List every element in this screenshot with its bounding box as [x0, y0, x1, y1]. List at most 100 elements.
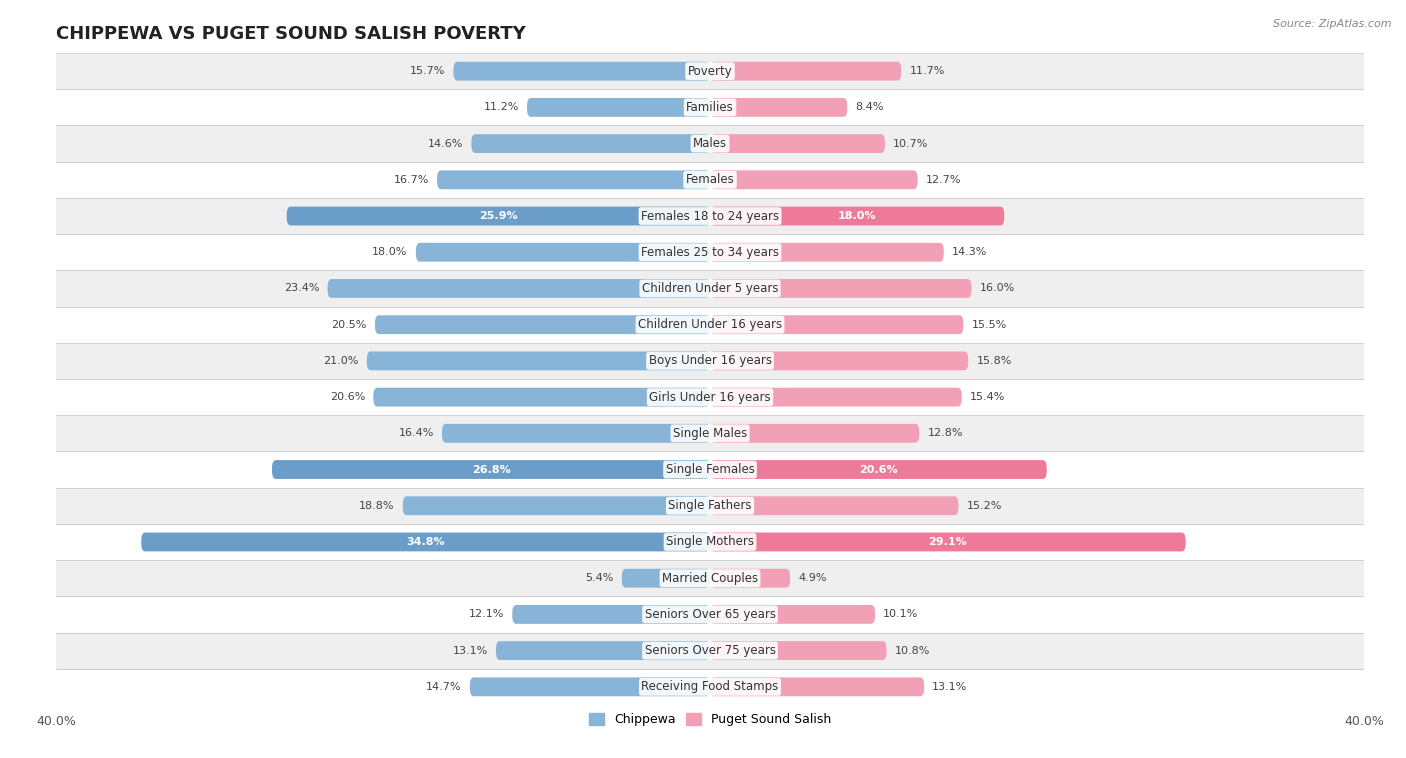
FancyBboxPatch shape	[710, 98, 848, 117]
FancyBboxPatch shape	[710, 134, 884, 153]
Text: Single Mothers: Single Mothers	[666, 535, 754, 549]
Text: Boys Under 16 years: Boys Under 16 years	[648, 355, 772, 368]
Text: 12.7%: 12.7%	[925, 175, 962, 185]
FancyBboxPatch shape	[402, 496, 710, 515]
FancyBboxPatch shape	[470, 678, 710, 697]
Legend: Chippewa, Puget Sound Salish: Chippewa, Puget Sound Salish	[583, 708, 837, 731]
Text: 14.7%: 14.7%	[426, 682, 461, 692]
FancyBboxPatch shape	[496, 641, 710, 660]
Text: 18.0%: 18.0%	[373, 247, 408, 257]
Text: 12.1%: 12.1%	[468, 609, 505, 619]
FancyBboxPatch shape	[512, 605, 710, 624]
Bar	[56, 53, 1364, 89]
FancyBboxPatch shape	[710, 315, 963, 334]
Text: 20.5%: 20.5%	[332, 320, 367, 330]
Text: 16.0%: 16.0%	[980, 283, 1015, 293]
Text: Seniors Over 65 years: Seniors Over 65 years	[644, 608, 776, 621]
FancyBboxPatch shape	[328, 279, 710, 298]
FancyBboxPatch shape	[710, 387, 962, 406]
Text: 10.1%: 10.1%	[883, 609, 918, 619]
Text: 20.6%: 20.6%	[859, 465, 897, 475]
FancyBboxPatch shape	[710, 243, 943, 262]
Text: 15.4%: 15.4%	[970, 392, 1005, 402]
Text: Single Males: Single Males	[673, 427, 747, 440]
FancyBboxPatch shape	[141, 533, 710, 551]
Text: 8.4%: 8.4%	[855, 102, 884, 112]
Text: 15.2%: 15.2%	[967, 501, 1002, 511]
Text: 13.1%: 13.1%	[453, 646, 488, 656]
FancyBboxPatch shape	[471, 134, 710, 153]
Text: 34.8%: 34.8%	[406, 537, 444, 547]
Text: Single Females: Single Females	[665, 463, 755, 476]
FancyBboxPatch shape	[710, 496, 959, 515]
FancyBboxPatch shape	[271, 460, 710, 479]
Text: 10.7%: 10.7%	[893, 139, 928, 149]
FancyBboxPatch shape	[710, 424, 920, 443]
Text: 10.8%: 10.8%	[894, 646, 931, 656]
FancyBboxPatch shape	[416, 243, 710, 262]
Text: Married Couples: Married Couples	[662, 572, 758, 584]
FancyBboxPatch shape	[441, 424, 710, 443]
FancyBboxPatch shape	[710, 352, 969, 371]
Text: 25.9%: 25.9%	[479, 211, 517, 221]
FancyBboxPatch shape	[710, 171, 918, 190]
Text: 11.7%: 11.7%	[910, 66, 945, 76]
FancyBboxPatch shape	[710, 279, 972, 298]
FancyBboxPatch shape	[453, 61, 710, 80]
Text: 11.2%: 11.2%	[484, 102, 519, 112]
Text: 18.0%: 18.0%	[838, 211, 876, 221]
FancyBboxPatch shape	[710, 61, 901, 80]
Text: 21.0%: 21.0%	[323, 356, 359, 366]
Text: Females 18 to 24 years: Females 18 to 24 years	[641, 209, 779, 223]
FancyBboxPatch shape	[710, 641, 887, 660]
FancyBboxPatch shape	[710, 568, 790, 587]
Bar	[56, 560, 1364, 597]
Text: 16.4%: 16.4%	[398, 428, 434, 438]
Text: Families: Families	[686, 101, 734, 114]
Text: Children Under 5 years: Children Under 5 years	[641, 282, 779, 295]
Text: 15.8%: 15.8%	[976, 356, 1012, 366]
FancyBboxPatch shape	[437, 171, 710, 190]
Bar	[56, 271, 1364, 306]
Text: Girls Under 16 years: Girls Under 16 years	[650, 390, 770, 403]
FancyBboxPatch shape	[374, 387, 710, 406]
Text: 13.1%: 13.1%	[932, 682, 967, 692]
Text: 14.3%: 14.3%	[952, 247, 987, 257]
Text: 29.1%: 29.1%	[928, 537, 967, 547]
FancyBboxPatch shape	[710, 533, 1185, 551]
Text: 18.8%: 18.8%	[359, 501, 395, 511]
FancyBboxPatch shape	[621, 568, 710, 587]
Text: 16.7%: 16.7%	[394, 175, 429, 185]
FancyBboxPatch shape	[375, 315, 710, 334]
Text: 5.4%: 5.4%	[585, 573, 613, 583]
Bar	[56, 632, 1364, 669]
Text: Males: Males	[693, 137, 727, 150]
Bar	[56, 126, 1364, 161]
Text: 15.7%: 15.7%	[411, 66, 446, 76]
FancyBboxPatch shape	[287, 207, 710, 225]
Text: Receiving Food Stamps: Receiving Food Stamps	[641, 681, 779, 694]
FancyBboxPatch shape	[367, 352, 710, 371]
Text: 12.8%: 12.8%	[928, 428, 963, 438]
Text: CHIPPEWA VS PUGET SOUND SALISH POVERTY: CHIPPEWA VS PUGET SOUND SALISH POVERTY	[56, 25, 526, 43]
Text: Females: Females	[686, 174, 734, 186]
Text: Children Under 16 years: Children Under 16 years	[638, 318, 782, 331]
Text: 23.4%: 23.4%	[284, 283, 319, 293]
Text: 20.6%: 20.6%	[330, 392, 366, 402]
Text: Females 25 to 34 years: Females 25 to 34 years	[641, 246, 779, 258]
FancyBboxPatch shape	[710, 605, 875, 624]
Text: 26.8%: 26.8%	[471, 465, 510, 475]
FancyBboxPatch shape	[710, 460, 1046, 479]
Bar	[56, 198, 1364, 234]
Text: Seniors Over 75 years: Seniors Over 75 years	[644, 644, 776, 657]
Bar	[56, 343, 1364, 379]
Bar	[56, 415, 1364, 452]
FancyBboxPatch shape	[527, 98, 710, 117]
FancyBboxPatch shape	[710, 678, 924, 697]
FancyBboxPatch shape	[710, 207, 1004, 225]
Text: Poverty: Poverty	[688, 64, 733, 77]
Bar	[56, 487, 1364, 524]
Text: 4.9%: 4.9%	[799, 573, 827, 583]
Text: 15.5%: 15.5%	[972, 320, 1007, 330]
Text: 14.6%: 14.6%	[427, 139, 463, 149]
